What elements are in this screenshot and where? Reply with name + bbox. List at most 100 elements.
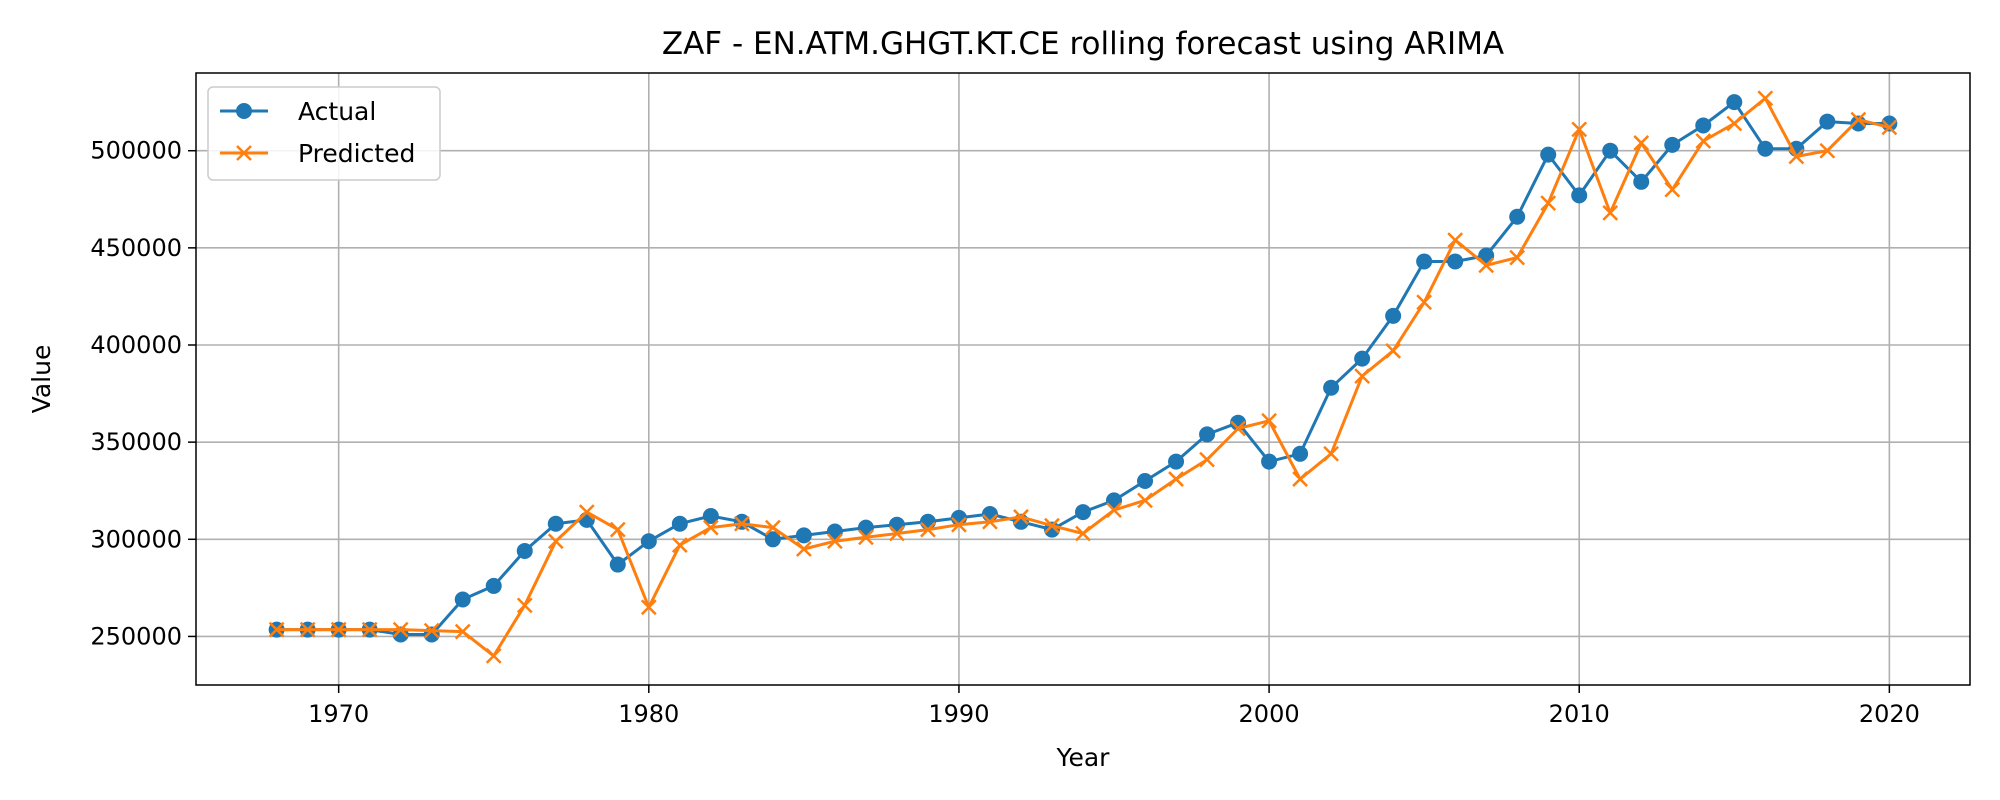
predicted-point [1168,471,1184,487]
x-tick-label: 1970 [308,700,369,728]
axis-ticks: 1970 1980 1990 2000 2010 2020 250000 300000 3500… [90,137,1920,728]
predicted-point [1509,249,1526,266]
actual-point [1447,253,1464,270]
actual-point [1540,146,1557,163]
y-tick-label: 400000 [90,331,182,359]
predicted-point [1137,492,1153,509]
predicted-point [1385,342,1402,359]
predicted-point [671,537,688,553]
series-layer [268,90,1898,664]
predicted-point [547,533,564,550]
predicted-point [454,623,471,640]
x-tick-label: 1980 [618,700,679,728]
actual-point [1416,253,1433,270]
y-tick-label: 450000 [90,234,182,262]
actual-point [795,527,812,544]
actual-point [1664,136,1681,153]
predicted-point [920,521,936,538]
actual-point [1168,453,1185,470]
actual-point [485,577,502,594]
predicted-point [1230,420,1246,437]
actual-point [1726,94,1743,111]
x-tick-label: 2020 [1859,700,1920,728]
predicted-point [733,515,750,532]
x-axis-label: Year [1056,743,1111,772]
y-tick-label: 350000 [90,428,182,456]
actual-point [1323,379,1340,396]
actual-point [1509,208,1526,225]
predicted-point [1261,412,1277,429]
predicted-point [268,621,285,638]
predicted-point [1044,517,1060,534]
predicted-point [1602,205,1619,221]
predicted-point [1695,133,1712,149]
chart-title: ZAF - EN.ATM.GHGT.KT.CE rolling forecast… [662,26,1504,62]
predicted-point [1447,232,1464,248]
series-predicted [268,90,1898,664]
y-tick-label: 500000 [90,137,182,165]
series-actual [268,94,1898,643]
legend-actual-label: Actual [298,97,376,126]
y-tick-label: 250000 [90,622,182,650]
predicted-point [982,513,998,530]
predicted-point [1788,148,1805,165]
actual-point [640,533,657,550]
x-tick-label: 1990 [928,700,989,728]
predicted-point [1881,119,1898,136]
predicted-point [1664,181,1681,198]
predicted-point [1478,257,1495,274]
predicted-point [1416,294,1433,311]
predicted-point [423,622,440,639]
predicted-point [640,599,657,616]
predicted-point [702,519,719,536]
predicted-point [951,516,967,533]
actual-point [733,513,750,530]
predicted-point [1075,525,1091,542]
predicted-point [1292,471,1308,487]
actual-point [671,515,688,532]
legend: Actual Predicted [207,86,441,181]
predicted-point [1013,509,1029,525]
actual-point [1633,173,1650,190]
predicted-point [578,504,595,520]
x-tick-label: 2010 [1549,700,1610,728]
predicted-point [1199,451,1215,468]
predicted-point [858,529,874,546]
predicted-point [889,525,905,542]
y-axis-label: Value [27,345,56,414]
actual-point [454,591,471,608]
actual-point [516,542,533,559]
actual-point [1137,473,1154,489]
actual-point [1261,453,1278,470]
x-tick-label: 2000 [1239,700,1300,728]
actual-point [609,556,626,573]
predicted-point [1726,115,1743,132]
predicted-point [361,621,378,638]
predicted-point [795,541,812,557]
plot-frame [195,72,1971,686]
legend-predicted-marker [236,145,252,161]
predicted-point [1633,135,1650,151]
actual-point [1199,426,1216,443]
legend-actual-marker [236,103,252,119]
predicted-point [1106,502,1122,519]
actual-point [1075,504,1091,521]
predicted-point [1850,111,1867,128]
actual-point [702,507,719,524]
grid-lines [196,73,1970,685]
predicted-point [609,521,626,538]
predicted-point [1354,368,1371,384]
predicted-point [1819,142,1836,159]
actual-point [547,515,564,532]
actual-point [1571,187,1588,204]
actual-point [1819,113,1836,130]
actual-point [888,516,905,533]
actual-point [764,531,781,548]
predicted-point [827,533,843,550]
predicted-point [516,597,533,614]
predicted-point [330,621,347,638]
predicted-point [1323,445,1339,462]
predicted-point [764,519,781,536]
actual-point [1602,142,1619,159]
